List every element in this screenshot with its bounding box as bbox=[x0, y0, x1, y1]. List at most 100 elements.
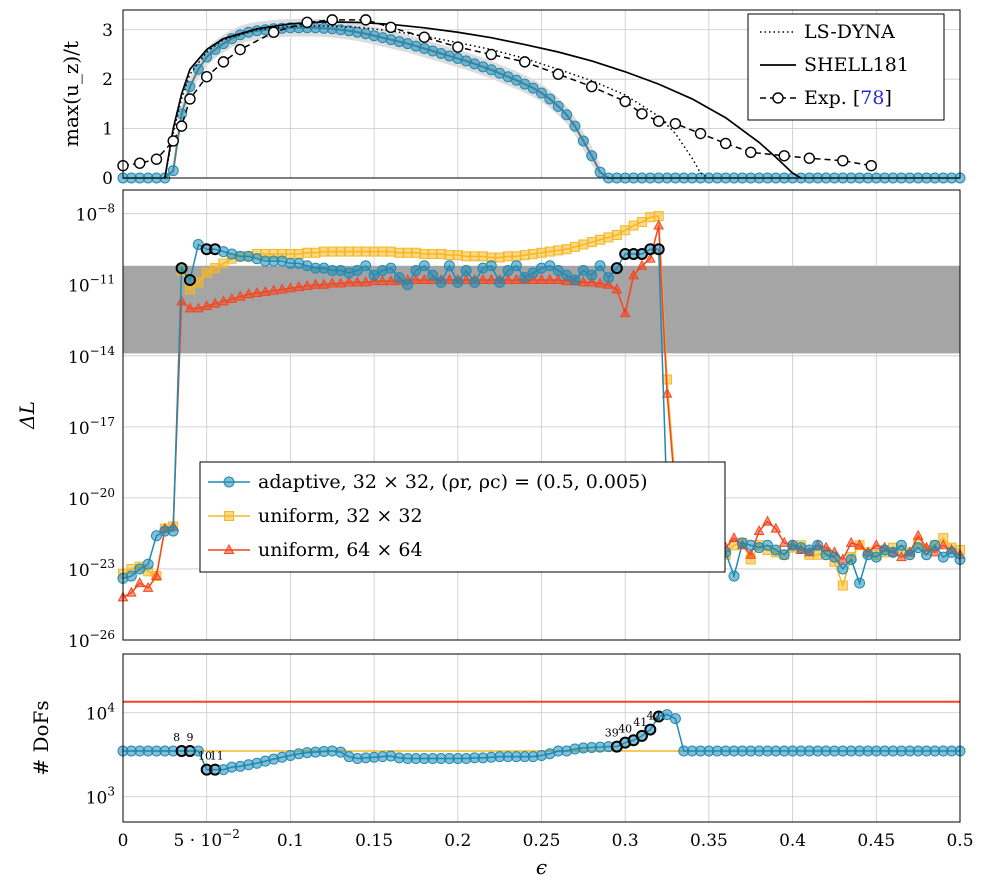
point-annotation: 10 bbox=[198, 750, 212, 763]
data-point-adaptive bbox=[385, 262, 397, 274]
data-point-uniform32 bbox=[201, 267, 212, 278]
data-point-adaptive bbox=[594, 260, 606, 272]
y-tick-label: 1 bbox=[102, 120, 113, 140]
data-point-uniform64 bbox=[276, 283, 288, 294]
data-point-uniform64 bbox=[552, 273, 564, 284]
data-point-uniform32 bbox=[620, 225, 631, 236]
bottom-axes-frame bbox=[122, 653, 961, 823]
data-point-adaptive bbox=[192, 63, 204, 75]
data-point-adaptive bbox=[393, 272, 405, 284]
data-point-uniform32 bbox=[218, 258, 229, 269]
data-point-uniform64 bbox=[268, 284, 279, 295]
data-point-adaptive bbox=[452, 276, 464, 288]
x-tick-label: 0.25 bbox=[523, 831, 561, 851]
data-point-adaptive bbox=[335, 746, 347, 758]
data-point-exp bbox=[167, 135, 179, 147]
data-point-uniform32 bbox=[553, 245, 564, 256]
data-point-adaptive bbox=[469, 276, 481, 288]
data-point-exp bbox=[719, 137, 732, 150]
legend-marker-triangle bbox=[223, 543, 235, 554]
legend-label-exp: Exp. [78] bbox=[804, 87, 892, 109]
data-point-uniform64 bbox=[251, 286, 263, 298]
x-ticks: 0 5 · 10−2 0.1 0.15 0.2 0.25 0.3 0.35 0.4 0.45 0.5 bbox=[118, 827, 974, 851]
data-point-adaptive bbox=[828, 551, 840, 563]
data-point-adaptive bbox=[728, 570, 740, 582]
data-point-adaptive bbox=[904, 549, 916, 561]
data-point-uniform64 bbox=[603, 278, 614, 289]
data-point-adaptive bbox=[402, 279, 414, 291]
data-point-uniform64 bbox=[259, 285, 271, 296]
data-point-adaptive bbox=[544, 93, 556, 105]
data-point-uniform32 bbox=[544, 246, 555, 257]
point-annotation: 41 bbox=[633, 716, 647, 729]
data-point-exp bbox=[150, 153, 163, 165]
data-point-uniform64 bbox=[301, 279, 313, 290]
data-point-exp bbox=[217, 56, 230, 68]
data-point-exp bbox=[200, 71, 213, 83]
data-point-adaptive bbox=[812, 539, 824, 551]
data-point-exp bbox=[301, 16, 313, 29]
data-point-exp bbox=[865, 159, 877, 172]
data-point-uniform64 bbox=[226, 292, 238, 303]
data-point-adaptive bbox=[427, 269, 439, 281]
data-point-uniform32 bbox=[578, 239, 589, 250]
data-point-adaptive bbox=[544, 260, 556, 272]
data-point-uniform32 bbox=[310, 247, 321, 258]
data-point-uniform32 bbox=[519, 250, 530, 261]
data-point-uniform64 bbox=[234, 290, 246, 301]
data-point-exp bbox=[234, 43, 246, 56]
top-axes-frame bbox=[122, 9, 961, 179]
data-point-uniform64 bbox=[527, 273, 539, 284]
data-point-uniform64 bbox=[192, 302, 204, 313]
legend-label: adaptive, 32 × 32, (ρr, ρc) = (0.5, 0.00… bbox=[258, 471, 648, 493]
data-point-uniform32 bbox=[293, 248, 304, 259]
data-point-uniform64 bbox=[594, 277, 606, 288]
data-point-uniform64 bbox=[845, 536, 857, 547]
data-point-adaptive bbox=[770, 544, 782, 556]
data-point-adaptive bbox=[134, 563, 146, 575]
data-point-uniform64 bbox=[318, 278, 330, 289]
data-point-adaptive bbox=[125, 570, 137, 582]
point-annotation: 9 bbox=[186, 731, 193, 744]
data-point-uniform64 bbox=[209, 297, 221, 308]
data-point-uniform64 bbox=[586, 276, 598, 287]
data-point-uniform64 bbox=[360, 276, 372, 287]
data-point-uniform32 bbox=[385, 246, 396, 257]
y-tick-label: 10−23 bbox=[68, 557, 115, 581]
data-point-exp bbox=[360, 14, 372, 26]
data-point-exp bbox=[184, 93, 196, 105]
middle-y-ticks: 10−8 10−11 10−14 10−17 10−20 10−23 10−26 bbox=[68, 202, 115, 652]
data-point-uniform64 bbox=[310, 278, 321, 289]
data-point-exp bbox=[175, 120, 188, 132]
data-point-uniform32 bbox=[569, 241, 580, 252]
data-point-adaptive bbox=[142, 558, 154, 570]
legend-marker-exp bbox=[772, 92, 784, 104]
data-point-uniform64 bbox=[762, 515, 773, 526]
x-tick-label: 5 · 10−2 bbox=[174, 827, 240, 851]
data-point-uniform64 bbox=[611, 283, 623, 294]
data-point-adaptive bbox=[586, 269, 598, 281]
data-point-adaptive bbox=[494, 276, 506, 288]
data-point-adaptive bbox=[175, 262, 188, 275]
data-point-uniform32 bbox=[503, 251, 514, 262]
data-point-uniform32 bbox=[653, 211, 664, 222]
data-point-uniform64 bbox=[778, 536, 790, 547]
middle-legend: adaptive, 32 × 32, (ρr, ρc) = (0.5, 0.00… bbox=[199, 461, 726, 573]
data-point-uniform64 bbox=[854, 539, 865, 550]
data-point-exp bbox=[586, 80, 598, 93]
x-tick-label: 0 bbox=[118, 831, 129, 851]
data-point-adaptive bbox=[184, 81, 196, 93]
data-point-uniform32 bbox=[595, 234, 606, 245]
data-point-uniform64 bbox=[377, 275, 388, 286]
top-series bbox=[117, 14, 966, 184]
data-point-adaptive bbox=[460, 265, 472, 277]
data-point-adaptive bbox=[569, 274, 581, 286]
data-point-uniform64 bbox=[343, 276, 355, 287]
middle-axes-frame bbox=[122, 189, 961, 641]
data-point-adaptive bbox=[351, 265, 363, 277]
data-point-uniform64 bbox=[477, 273, 489, 284]
data-point-adaptive bbox=[594, 166, 606, 178]
data-point-uniform32 bbox=[352, 246, 363, 257]
data-point-adaptive bbox=[192, 745, 204, 757]
series-line-shell181 bbox=[164, 21, 802, 179]
